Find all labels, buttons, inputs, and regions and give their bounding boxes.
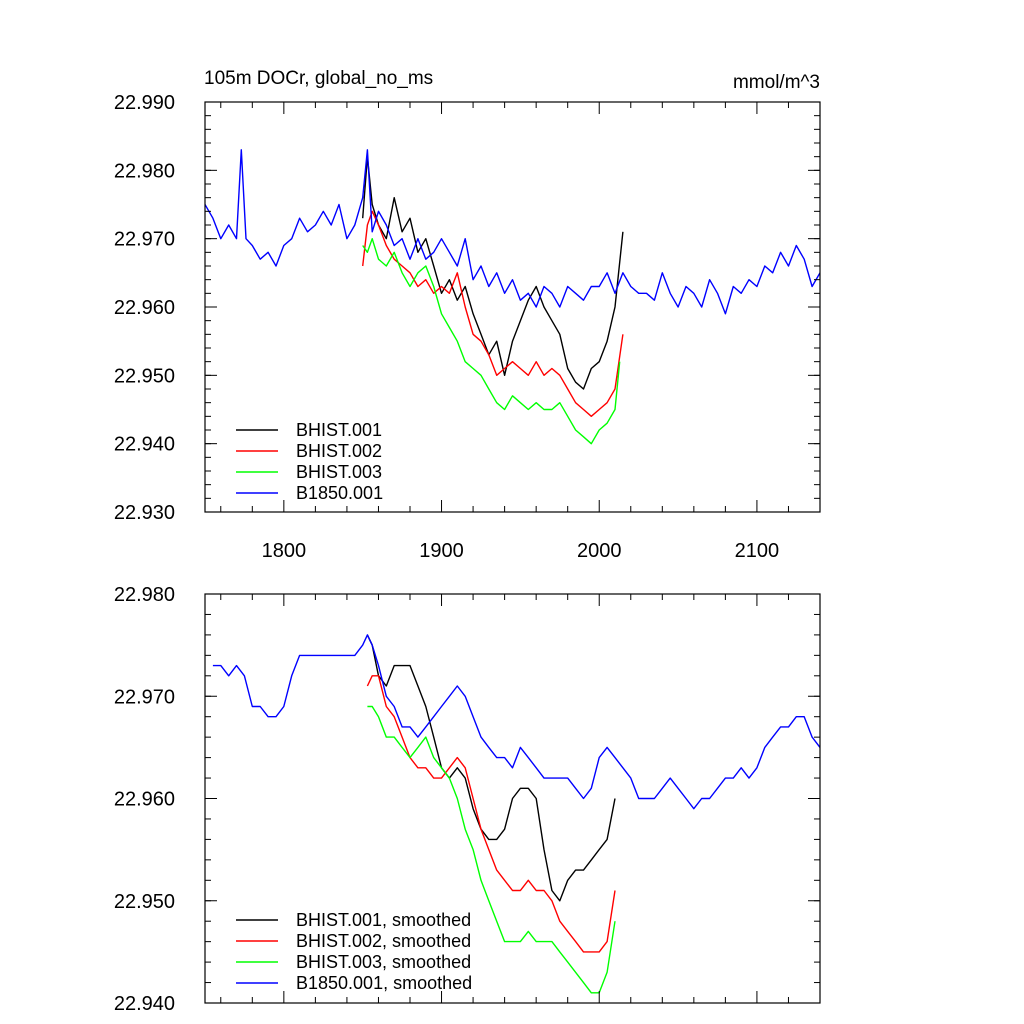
y-tick-label: 22.960	[114, 297, 175, 319]
y-tick-label: 22.950	[114, 365, 175, 387]
bottom-panel: 22.940 22.950 22.960 22.970 22.980 BHIST.001,…	[114, 584, 821, 1015]
series-line-bhist-002-smoothed	[366, 675, 616, 953]
units-label: mmol/m^3	[733, 72, 820, 93]
y-tick-label: 22.980	[114, 160, 175, 182]
series-line-b1850-001	[205, 149, 820, 315]
y-tick-label: 22.970	[114, 229, 175, 251]
legend-label: BHIST.003, smoothed	[296, 952, 471, 972]
legend-label: B1850.001, smoothed	[296, 973, 472, 993]
x-tick-label: 1800	[262, 540, 307, 562]
series-line-bhist-002	[362, 210, 624, 417]
legend-label: B1850.001	[296, 483, 383, 503]
legend-label: BHIST.002, smoothed	[296, 931, 471, 951]
y-tick-label: 22.960	[114, 789, 175, 811]
series-line-b1850-001-smoothed	[212, 634, 820, 810]
x-tick-label: 2100	[735, 540, 780, 562]
series-line-bhist-001-smoothed	[366, 634, 616, 902]
y-tick-label: 22.990	[114, 92, 175, 114]
top-panel: 22.930 22.940 22.950 22.960 22.970 22.980 22.9…	[114, 92, 821, 562]
series-line-bhist-003	[362, 237, 621, 445]
legend-label: BHIST.001, smoothed	[296, 910, 471, 930]
legend-label: BHIST.003	[296, 462, 382, 482]
y-tick-label: 22.950	[114, 891, 175, 913]
y-tick-label: 22.940	[114, 993, 175, 1015]
legend-label: BHIST.002	[296, 441, 382, 461]
y-tick-label: 22.940	[114, 434, 175, 456]
chart-title: 105m DOCr, global_no_ms	[204, 68, 433, 89]
y-tick-label: 22.970	[114, 686, 175, 708]
y-tick-label: 22.980	[114, 584, 175, 606]
series-line-bhist-003-smoothed	[367, 705, 616, 994]
x-tick-label: 2000	[577, 540, 622, 562]
legend-label: BHIST.001	[296, 420, 382, 440]
y-tick-label: 22.930	[114, 502, 175, 524]
x-tick-label: 1900	[419, 540, 464, 562]
